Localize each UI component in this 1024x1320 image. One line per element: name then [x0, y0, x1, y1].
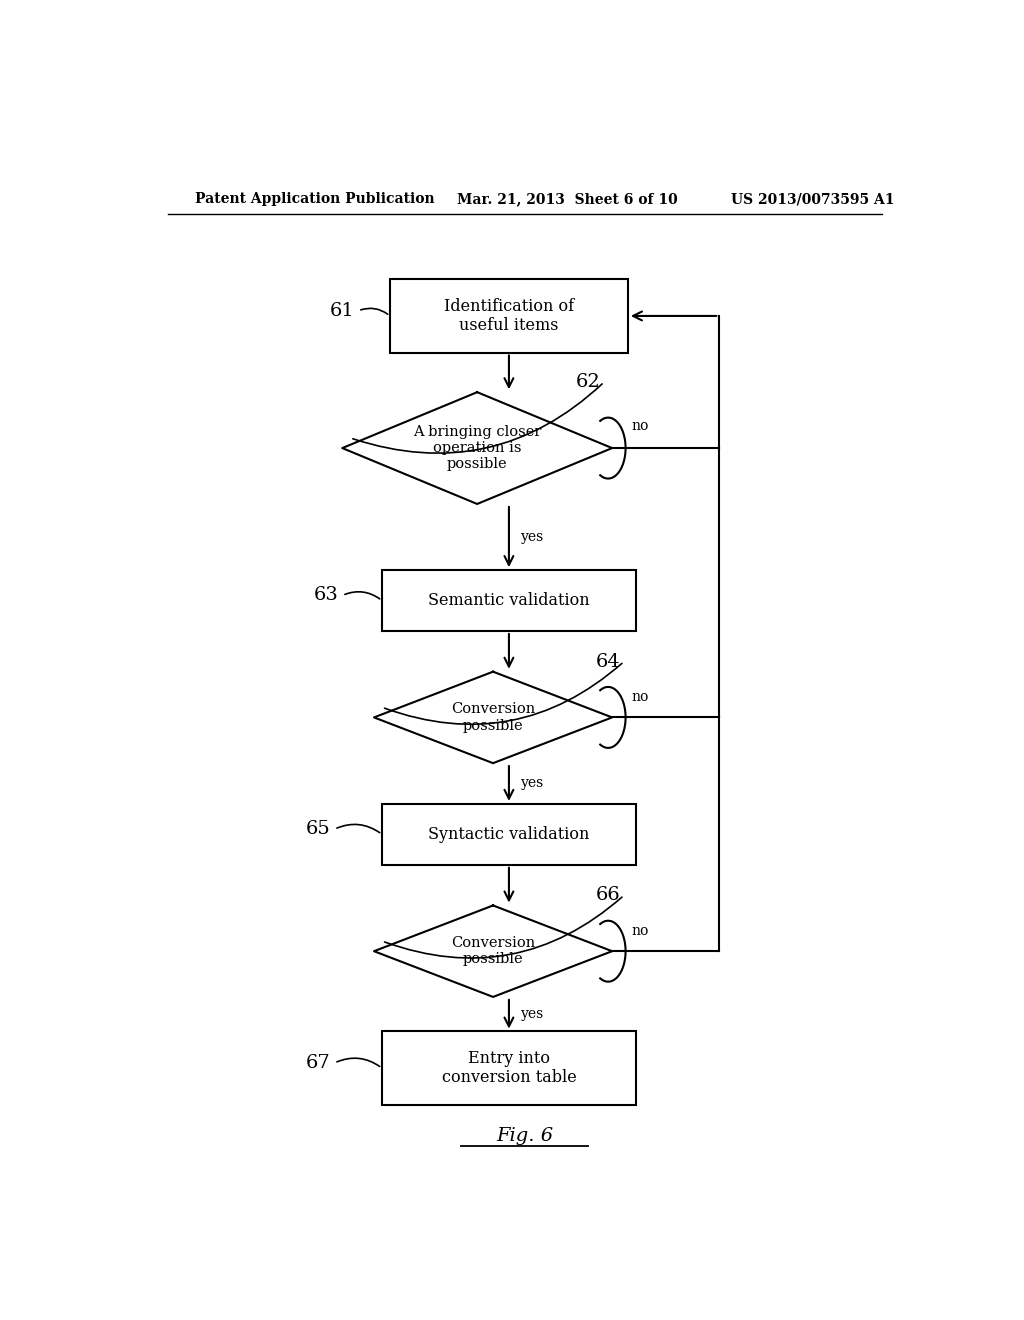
Text: no: no — [632, 690, 649, 704]
Text: Entry into
conversion table: Entry into conversion table — [441, 1049, 577, 1086]
Text: 62: 62 — [575, 374, 600, 391]
Polygon shape — [374, 906, 612, 997]
Text: 63: 63 — [313, 586, 338, 605]
Text: Identification of
useful items: Identification of useful items — [443, 297, 574, 334]
Text: Conversion
possible: Conversion possible — [451, 936, 536, 966]
Text: yes: yes — [521, 1007, 544, 1022]
Text: Semantic validation: Semantic validation — [428, 593, 590, 609]
FancyBboxPatch shape — [382, 804, 636, 865]
Text: A bringing closer
operation is
possible: A bringing closer operation is possible — [413, 425, 542, 471]
FancyBboxPatch shape — [382, 1031, 636, 1105]
Text: Mar. 21, 2013  Sheet 6 of 10: Mar. 21, 2013 Sheet 6 of 10 — [458, 191, 678, 206]
Polygon shape — [342, 392, 612, 504]
Text: yes: yes — [521, 776, 544, 791]
Text: 65: 65 — [305, 820, 331, 838]
Text: no: no — [632, 924, 649, 939]
Text: 67: 67 — [305, 1053, 331, 1072]
Text: 61: 61 — [330, 302, 354, 319]
FancyBboxPatch shape — [390, 280, 628, 352]
Text: 66: 66 — [595, 886, 620, 904]
Text: Syntactic validation: Syntactic validation — [428, 826, 590, 842]
Text: yes: yes — [521, 531, 544, 544]
FancyBboxPatch shape — [382, 570, 636, 631]
Polygon shape — [374, 672, 612, 763]
Text: Fig. 6: Fig. 6 — [497, 1127, 553, 1146]
Text: no: no — [632, 418, 649, 433]
Text: Patent Application Publication: Patent Application Publication — [196, 191, 435, 206]
Text: 64: 64 — [595, 652, 620, 671]
Text: Conversion
possible: Conversion possible — [451, 702, 536, 733]
Text: US 2013/0073595 A1: US 2013/0073595 A1 — [731, 191, 895, 206]
